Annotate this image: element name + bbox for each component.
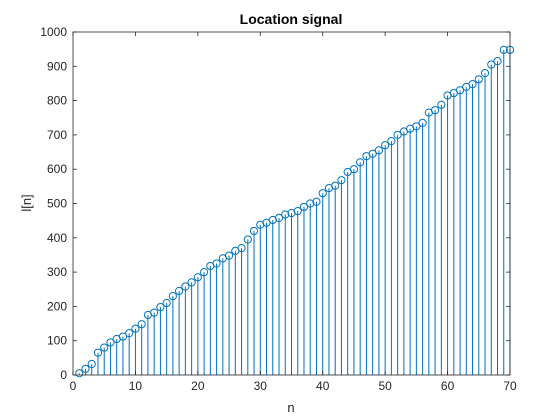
stem-marker (430, 106, 440, 115)
x-tick-label: 0 (70, 379, 77, 393)
stem-marker (224, 251, 234, 260)
stem-marker (168, 292, 177, 301)
stem-marker (381, 141, 390, 150)
y-tick-label: 0 (60, 368, 67, 382)
stem-marker (156, 302, 165, 312)
x-tick-label: 70 (503, 379, 517, 393)
stem-marker (131, 324, 140, 333)
x-tick-label: 30 (254, 379, 268, 393)
stem-marker (412, 122, 421, 131)
x-tick-label: 60 (441, 379, 455, 393)
stem-marker (249, 226, 259, 236)
stem-marker (137, 320, 146, 329)
stem-marker (243, 235, 252, 244)
stem-marker (368, 149, 377, 158)
stem-marker (175, 286, 184, 296)
stem-marker (487, 60, 496, 69)
stem-marker (75, 369, 84, 378)
stem-marker (100, 343, 109, 352)
markers-group (75, 45, 515, 378)
y-axis-label: l[n] (19, 194, 34, 211)
y-tick-label: 500 (47, 197, 67, 211)
stem-marker (480, 69, 490, 78)
stem-marker (474, 75, 483, 84)
x-tick-label: 10 (129, 379, 143, 393)
stem-marker (187, 278, 196, 287)
stem-marker (312, 197, 321, 206)
stem-marker (387, 136, 396, 146)
x-ticks-group: 0 10 20 30 40 50 60 70 (70, 32, 517, 393)
x-axis-label: n (287, 400, 294, 415)
y-tick-label: 700 (47, 128, 67, 142)
stem-marker (455, 86, 465, 95)
stem-marker (293, 206, 302, 216)
stem-marker (349, 165, 359, 174)
x-tick-label: 20 (191, 379, 205, 393)
stems-group (78, 49, 511, 375)
stem-marker (493, 57, 502, 66)
y-tick-label: 900 (47, 59, 67, 73)
stem-marker (499, 45, 508, 54)
stem-marker (237, 243, 246, 253)
stem-marker (118, 332, 128, 341)
stem-marker (306, 199, 315, 208)
stem-marker (200, 268, 209, 277)
stem-marker (87, 359, 96, 369)
stem-marker (125, 329, 134, 338)
stem-marker (212, 259, 221, 268)
stem-marker (374, 146, 383, 155)
y-tick-label: 300 (47, 265, 67, 279)
stem-marker (437, 100, 446, 109)
y-ticks-group: 0 100 200 300 400 500 600 700 800 900 1000 (40, 25, 510, 382)
y-tick-label: 100 (47, 334, 67, 348)
stem-marker (337, 176, 346, 185)
y-tick-label: 800 (47, 94, 67, 108)
stem-marker (331, 181, 340, 190)
chart-title: Location signal (240, 11, 343, 27)
stem-marker (150, 308, 159, 317)
y-tick-label: 400 (47, 231, 67, 245)
stem-marker (181, 282, 190, 291)
stem-marker (81, 364, 90, 373)
x-tick-label: 50 (378, 379, 392, 393)
stem-marker (418, 118, 427, 127)
y-tick-label: 1000 (40, 25, 67, 39)
x-tick-label: 40 (316, 379, 330, 393)
stem-marker (468, 80, 477, 89)
stem-marker (93, 348, 103, 357)
stem-marker (274, 213, 284, 223)
stem-marker (356, 158, 365, 167)
stem-marker (318, 189, 327, 198)
stem-marker (193, 273, 202, 282)
stem-marker (299, 202, 309, 212)
stem-marker (106, 338, 115, 347)
stem-marker (162, 298, 171, 308)
stem-marker (281, 210, 290, 219)
stem-marker (393, 130, 402, 139)
y-tick-label: 600 (47, 162, 67, 176)
y-tick-label: 200 (47, 299, 67, 313)
